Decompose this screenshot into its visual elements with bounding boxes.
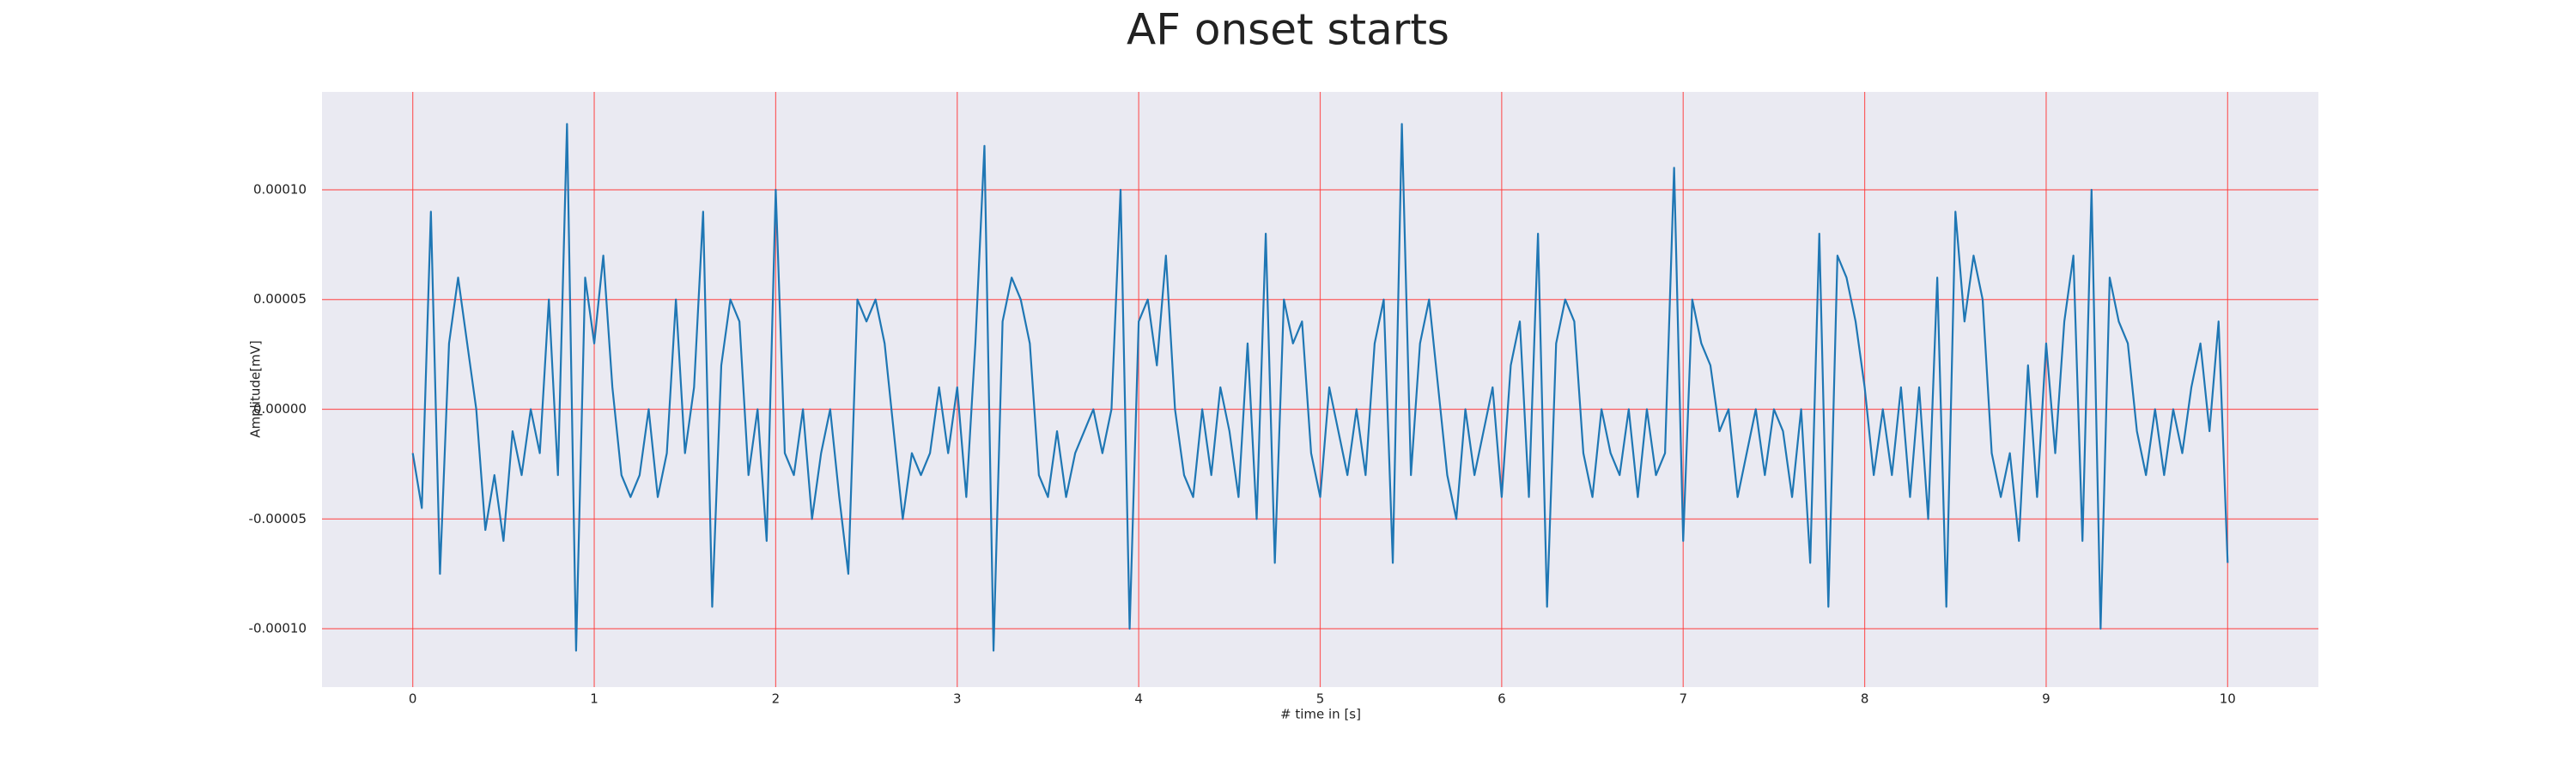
y-tick-label: -0.00010 (249, 621, 307, 636)
y-tick-label: 0.00005 (253, 291, 307, 307)
y-tick-label: 0.00000 (253, 401, 307, 417)
x-axis-label: # time in [s] (1280, 707, 1361, 722)
y-tick-label: -0.00005 (249, 511, 307, 526)
x-tick-label: 7 (1679, 691, 1687, 707)
x-tick-label: 3 (953, 691, 962, 707)
x-tick-label: 5 (1316, 691, 1325, 707)
x-tick-label: 6 (1498, 691, 1506, 707)
signal-line (411, 123, 2229, 652)
x-tick-label: 10 (2220, 691, 2236, 707)
x-tick-label: 2 (772, 691, 781, 707)
x-tick-label: 8 (1861, 691, 1869, 707)
chart-title: AF onset starts (1127, 5, 1449, 55)
x-tick-label: 0 (409, 691, 417, 707)
x-tick-label: 1 (590, 691, 598, 707)
x-tick-label: 4 (1134, 691, 1143, 707)
x-tick-label: 9 (2042, 691, 2050, 707)
y-tick-label: 0.00010 (253, 181, 307, 197)
y-axis-label: Amplitude[mV] (248, 340, 264, 437)
